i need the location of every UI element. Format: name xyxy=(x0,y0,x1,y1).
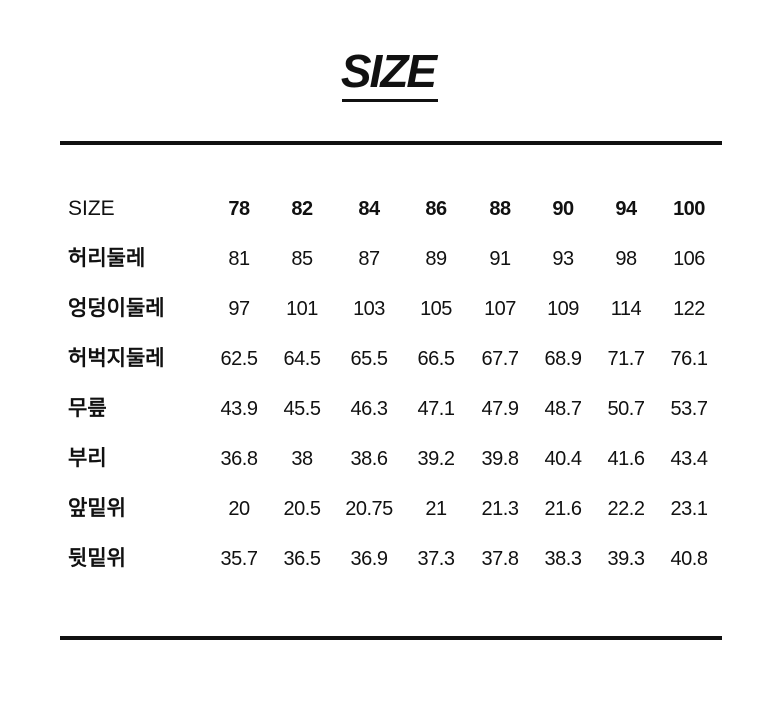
table-row: 허벅지둘레 62.5 64.5 65.5 66.5 67.7 68.9 71.7 76.1 xyxy=(0,344,776,374)
table-cell: 37.3 xyxy=(417,548,455,570)
size-header-cell: 90 xyxy=(552,198,574,220)
table-header-row: SIZE 78 82 84 86 88 90 94 100 xyxy=(0,194,776,224)
table-cell: 21.6 xyxy=(544,498,582,520)
table-row: 엉덩이둘레 97 101 103 105 107 109 114 122 xyxy=(0,294,776,324)
table-cell: 39.8 xyxy=(481,448,519,470)
table-cell: 67.7 xyxy=(481,348,519,370)
table-row: 앞밑위 20 20.5 20.75 21 21.3 21.6 22.2 23.1 xyxy=(0,494,776,524)
row-label: 부리 xyxy=(68,447,107,470)
table-cell: 107 xyxy=(484,298,516,320)
size-header-cell: 84 xyxy=(358,198,380,220)
title-underline xyxy=(342,99,438,102)
table-cell: 36.8 xyxy=(220,448,258,470)
row-label: 무릎 xyxy=(68,397,107,420)
table-cell: 65.5 xyxy=(350,348,388,370)
row-label: 엉덩이둘레 xyxy=(68,297,165,320)
table-cell: 39.3 xyxy=(607,548,645,570)
table-cell: 36.5 xyxy=(283,548,321,570)
table-cell: 62.5 xyxy=(220,348,258,370)
table-cell: 71.7 xyxy=(607,348,645,370)
table-cell: 21.3 xyxy=(481,498,519,520)
table-cell: 106 xyxy=(673,248,705,270)
table-cell: 35.7 xyxy=(220,548,258,570)
table-cell: 89 xyxy=(425,248,447,270)
table-cell: 20.5 xyxy=(283,498,321,520)
row-label: 허벅지둘레 xyxy=(68,347,165,370)
table-cell: 41.6 xyxy=(607,448,645,470)
table-cell: 103 xyxy=(353,298,385,320)
table-cell: 38.6 xyxy=(350,448,388,470)
table-row: 허리둘레 81 85 87 89 91 93 98 106 xyxy=(0,244,776,274)
table-cell: 43.4 xyxy=(670,448,708,470)
table-cell: 64.5 xyxy=(283,348,321,370)
table-cell: 81 xyxy=(228,248,250,270)
row-label: 허리둘레 xyxy=(68,247,146,270)
table-cell: 114 xyxy=(610,298,642,320)
table-cell: 38.3 xyxy=(544,548,582,570)
table-cell: 66.5 xyxy=(417,348,455,370)
table-cell: 68.9 xyxy=(544,348,582,370)
table-cell: 47.9 xyxy=(481,398,519,420)
table-cell: 40.4 xyxy=(544,448,582,470)
table-cell: 45.5 xyxy=(283,398,321,420)
table-cell: 109 xyxy=(547,298,579,320)
table-cell: 97 xyxy=(228,298,250,320)
table-row: 부리 36.8 38 38.6 39.2 39.8 40.4 41.6 43.4 xyxy=(0,444,776,474)
size-header-cell: 88 xyxy=(489,198,511,220)
table-cell: 43.9 xyxy=(220,398,258,420)
table-cell: 76.1 xyxy=(670,348,708,370)
row-label: 앞밑위 xyxy=(68,497,126,520)
table-cell: 47.1 xyxy=(417,398,455,420)
size-header-cell: 94 xyxy=(615,198,637,220)
table-cell: 87 xyxy=(358,248,380,270)
table-cell: 36.9 xyxy=(350,548,388,570)
table-cell: 101 xyxy=(286,298,318,320)
table-cell: 40.8 xyxy=(670,548,708,570)
table-cell: 50.7 xyxy=(607,398,645,420)
table-cell: 98 xyxy=(615,248,637,270)
table-cell: 122 xyxy=(673,298,705,320)
table-cell: 91 xyxy=(489,248,511,270)
size-header-cell: 100 xyxy=(673,198,705,220)
row-label: 뒷밑위 xyxy=(68,547,126,570)
page-title: SIZE xyxy=(340,45,437,97)
table-cell: 93 xyxy=(552,248,574,270)
size-header-cell: 86 xyxy=(425,198,447,220)
table-cell: 46.3 xyxy=(350,398,388,420)
table-row: 뒷밑위 35.7 36.5 36.9 37.3 37.8 38.3 39.3 40.8 xyxy=(0,544,776,574)
top-divider xyxy=(60,141,722,145)
table-cell: 21 xyxy=(425,498,447,520)
table-row: 무릎 43.9 45.5 46.3 47.1 47.9 48.7 50.7 53.7 xyxy=(0,394,776,424)
table-cell: 85 xyxy=(291,248,313,270)
table-cell: 37.8 xyxy=(481,548,519,570)
header-label: SIZE xyxy=(68,197,115,220)
size-header-cell: 82 xyxy=(291,198,313,220)
table-cell: 48.7 xyxy=(544,398,582,420)
table-cell: 39.2 xyxy=(417,448,455,470)
table-cell: 53.7 xyxy=(670,398,708,420)
table-cell: 105 xyxy=(420,298,452,320)
table-cell: 20 xyxy=(228,498,250,520)
table-cell: 22.2 xyxy=(607,498,645,520)
size-header-cell: 78 xyxy=(228,198,250,220)
table-cell: 38 xyxy=(291,448,313,470)
bottom-divider xyxy=(60,636,722,640)
table-cell: 23.1 xyxy=(670,498,708,520)
table-cell: 20.75 xyxy=(345,498,393,520)
